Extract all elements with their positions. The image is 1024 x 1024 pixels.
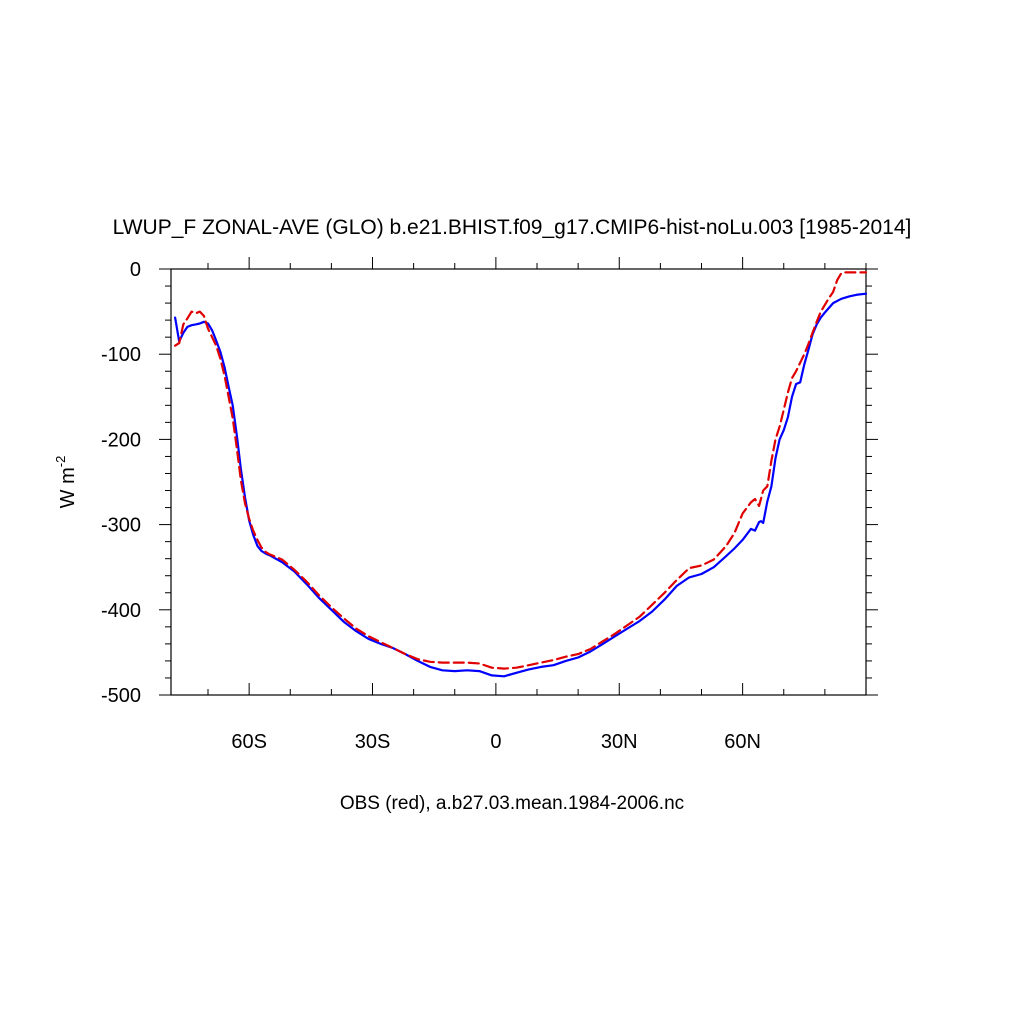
x-axis-ticks: 60S 30S 0 30N 60N	[207, 257, 867, 753]
series-line-obs	[174, 271, 868, 670]
y-tick-label: -500	[101, 685, 141, 707]
y-axis-label: W m-2	[53, 456, 79, 509]
x-tick-label: 60S	[231, 731, 267, 753]
y-axis-label-text: W m	[57, 467, 79, 508]
y-tick-label: 0	[130, 259, 141, 281]
y-axis-label-exponent: -2	[53, 456, 68, 468]
x-tick-label: 30S	[355, 731, 391, 753]
x-axis-label: OBS (red), a.b27.03.mean.1984-2006.nc	[340, 793, 684, 814]
series-line-model	[174, 292, 868, 678]
y-tick-label: -200	[101, 429, 141, 451]
chart-title: LWUP_F ZONAL-AVE (GLO) b.e21.BHIST.f09_g…	[113, 216, 912, 239]
y-tick-label: -400	[101, 600, 141, 622]
x-tick-label: 60N	[724, 731, 761, 753]
series-layer	[174, 271, 868, 678]
plot-frame	[170, 268, 867, 696]
x-tick-label: 0	[490, 731, 501, 753]
x-tick-label: 30N	[601, 731, 638, 753]
y-tick-label: -300	[101, 515, 141, 537]
y-tick-label: -100	[101, 344, 141, 366]
y-axis-ticks: 0 -100 -200 -300 -400 -500	[101, 259, 878, 707]
